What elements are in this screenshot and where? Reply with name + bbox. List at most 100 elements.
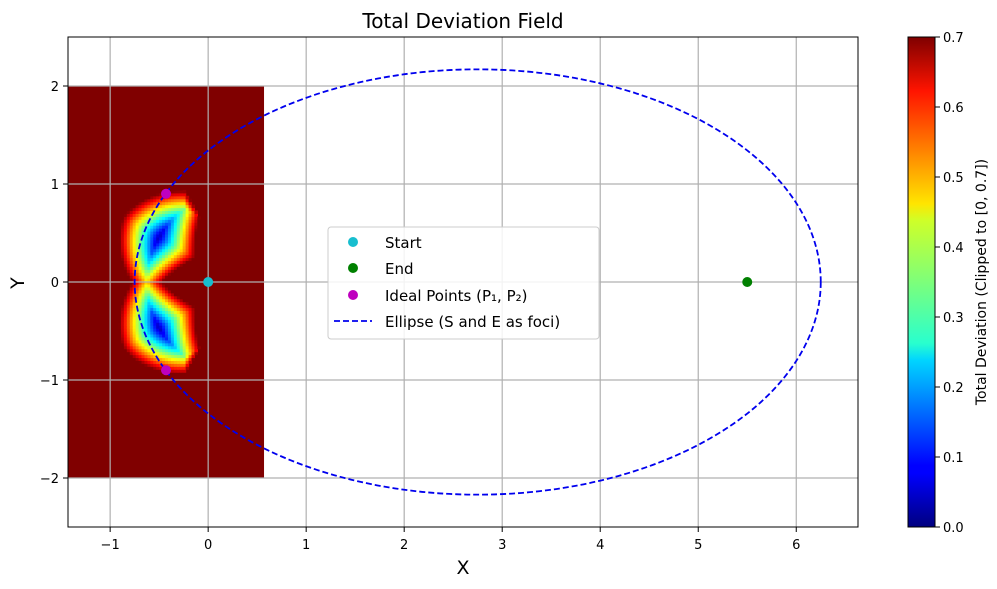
heatmap-cell [106, 281, 110, 285]
heatmap-cell [150, 231, 154, 235]
heatmap-cell [123, 325, 128, 329]
heatmap-cell [179, 225, 184, 229]
heatmap-cell [141, 251, 146, 256]
heatmap-cell [197, 239, 201, 244]
heatmap-cell [182, 325, 187, 329]
heatmap-cell [106, 283, 110, 288]
heatmap-cell [159, 278, 163, 282]
heatmap-cell [150, 192, 154, 197]
heatmap-cell [167, 313, 172, 317]
heatmap-cell [173, 313, 178, 317]
heatmap-cell [179, 198, 184, 203]
heatmap-cell [156, 266, 160, 270]
heatmap-cell [153, 204, 157, 209]
heatmap-cell [197, 345, 201, 350]
heatmap-cell [176, 228, 181, 232]
heatmap-cell [150, 254, 154, 259]
heatmap-cell [200, 328, 204, 332]
heatmap-cell [170, 228, 175, 232]
heatmap-cell [159, 342, 163, 347]
heatmap-cell [153, 210, 157, 214]
heatmap-cell [191, 257, 196, 262]
heatmap-cell [132, 257, 137, 262]
heatmap-cell [197, 316, 201, 320]
heatmap-cell [176, 184, 181, 188]
heatmap-cell [109, 289, 113, 294]
heatmap-cell [129, 204, 134, 209]
heatmap-cell [191, 348, 196, 353]
heatmap-cell [170, 292, 175, 297]
heatmap-cell [141, 231, 146, 235]
heatmap-cell [159, 375, 163, 379]
heatmap-cell [144, 375, 148, 379]
heatmap-cell [153, 184, 157, 188]
heatmap-cell [191, 357, 196, 361]
heatmap-cell [144, 331, 148, 335]
heatmap-cell [179, 210, 184, 214]
heatmap-cell [115, 301, 119, 306]
heatmap-cell [170, 245, 175, 250]
heatmap-cell [162, 328, 166, 332]
heatmap-cell [185, 233, 190, 238]
heatmap-cell [162, 213, 166, 217]
colorbar-tick-label: 0.7 [943, 31, 964, 46]
heatmap-cell [115, 275, 119, 279]
heatmap-cell [200, 319, 204, 323]
heatmap-cell [182, 286, 187, 291]
heatmap-cell [144, 325, 148, 329]
heatmap-cell [129, 286, 134, 291]
heatmap-cell [182, 342, 187, 347]
heatmap-cell [170, 369, 175, 373]
heatmap-cell [162, 333, 166, 338]
heatmap-cell [150, 195, 154, 200]
heatmap-cell [135, 239, 140, 244]
heatmap-cell [176, 245, 181, 250]
heatmap-cell [165, 283, 169, 288]
heatmap-cell [176, 342, 181, 347]
heatmap-cell [165, 328, 169, 332]
heatmap-cell [115, 257, 119, 262]
heatmap-cell [162, 331, 166, 335]
heatmap-cell [138, 275, 143, 279]
heatmap-cell [200, 331, 204, 335]
heatmap-cell [117, 325, 122, 329]
heatmap-cell [141, 313, 146, 317]
legend-box [327, 226, 600, 340]
heatmap-cell [150, 351, 154, 356]
heatmap-cell [144, 189, 148, 194]
heatmap-cell [197, 331, 201, 335]
heatmap-cell [176, 225, 181, 229]
heatmap-cell [153, 213, 157, 217]
heatmap-cell [120, 281, 125, 285]
heatmap-cell [129, 339, 134, 344]
heatmap-cell [153, 360, 157, 364]
heatmap-cell [132, 336, 137, 341]
heatmap-cell [117, 251, 122, 256]
heatmap-cell [188, 260, 193, 264]
heatmap-cell [126, 275, 131, 279]
heatmap-cell [165, 339, 169, 344]
heatmap-cell [203, 322, 207, 326]
y-tick-label: 1 [51, 178, 59, 193]
heatmap-cell [159, 386, 163, 391]
heatmap-cell [176, 322, 181, 326]
heatmap-cell [182, 372, 187, 376]
heatmap-cell [170, 331, 175, 335]
heatmap-cell [176, 363, 181, 367]
heatmap-cell [135, 289, 140, 294]
heatmap-cell [173, 263, 178, 267]
heatmap-cell [147, 260, 151, 264]
heatmap-cell [159, 257, 163, 262]
heatmap-cell [144, 231, 148, 235]
heatmap-cell [173, 213, 178, 217]
heatmap-cell [165, 380, 169, 385]
heatmap-cell [165, 175, 169, 179]
heatmap-cell [203, 336, 207, 341]
heatmap-cell [126, 348, 131, 353]
heatmap-cell [156, 298, 160, 303]
heatmap-cell [141, 331, 146, 335]
heatmap-cell [129, 233, 134, 238]
heatmap-cell [176, 195, 181, 200]
heatmap-cell [117, 322, 122, 326]
heatmap-cell [159, 304, 163, 309]
